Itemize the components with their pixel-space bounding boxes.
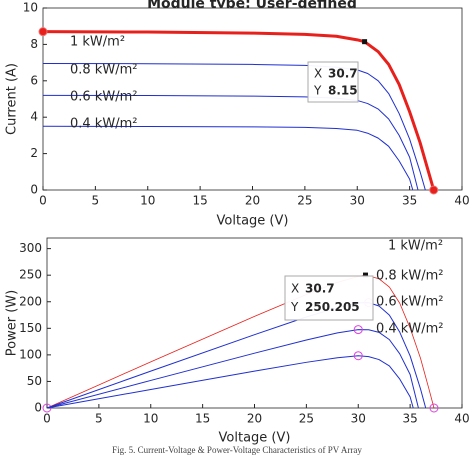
y-tick-label: 10 [23, 1, 38, 15]
x-tick-label: 25 [299, 412, 314, 426]
y-tick-label: 8 [30, 37, 38, 51]
datatip-point [363, 272, 369, 278]
series-label: 0.4 kW/m² [70, 117, 137, 132]
datatip-y-label: Y [313, 83, 322, 97]
series-line [46, 355, 414, 409]
series-line [42, 125, 414, 191]
datatip-x-value: 30.7 [328, 67, 358, 81]
series-line [42, 30, 436, 191]
datatip-box [307, 61, 359, 103]
series-line [42, 94, 419, 191]
point-marker [42, 403, 52, 413]
x-tick-label: 5 [95, 412, 103, 426]
datatip-y-label: Y [290, 300, 299, 314]
datatip-x-label: X [314, 67, 322, 81]
x-tick-label: 15 [192, 194, 207, 208]
x-tick-label: 40 [454, 412, 469, 426]
y-axis-label: Current (A) [5, 63, 20, 135]
x-tick-label: 5 [92, 194, 100, 208]
plot-area [46, 237, 463, 409]
series-label: 0.4 kW/m² [376, 322, 443, 337]
series-label: 1 kW/m² [70, 35, 125, 50]
x-tick-label: 30 [351, 412, 366, 426]
y-tick-label: 0 [30, 183, 38, 197]
x-tick-label: 0 [43, 412, 51, 426]
y-tick-label: 0 [34, 401, 42, 415]
point-marker [353, 351, 363, 361]
datatip-y-value: 250.205 [305, 300, 360, 314]
end-marker [429, 185, 439, 195]
x-tick-label: 25 [297, 194, 312, 208]
y-tick-label: 100 [19, 347, 42, 361]
end-marker [38, 27, 48, 37]
y-tick-label: 250 [19, 268, 42, 282]
point-marker [429, 403, 439, 413]
datatip-y-value: 8.15 [328, 83, 358, 97]
caption: Fig. 5. Current-Voltage & Power-Voltage … [112, 445, 362, 455]
x-axis-label: Voltage (V) [219, 431, 291, 446]
x-tick-label: 20 [245, 194, 260, 208]
series-line [42, 63, 426, 191]
x-tick-label: 10 [140, 194, 155, 208]
y-tick-label: 200 [19, 294, 42, 308]
series-line [46, 329, 419, 409]
y-tick-label: 6 [30, 73, 38, 87]
x-tick-label: 0 [39, 194, 47, 208]
y-tick-label: 150 [19, 321, 42, 335]
x-tick-label: 35 [402, 412, 417, 426]
datatip-point [362, 39, 368, 45]
datatip-x-value: 30.7 [305, 282, 335, 296]
y-tick-label: 2 [30, 146, 38, 160]
x-tick-label: 10 [143, 412, 158, 426]
series-label: 0.6 kW/m² [376, 295, 443, 310]
x-tick-label: 40 [454, 194, 469, 208]
x-axis-label: Voltage (V) [217, 214, 289, 229]
series-label: 0.6 kW/m² [70, 90, 137, 105]
point-marker [353, 325, 363, 335]
y-tick-label: 300 [19, 241, 42, 255]
x-tick-label: 20 [247, 412, 262, 426]
series-label: 0.8 kW/m² [376, 269, 443, 284]
y-tick-label: 4 [30, 110, 38, 124]
x-tick-label: 15 [195, 412, 210, 426]
y-tick-label: 50 [27, 374, 42, 388]
y-axis-label: Power (W) [5, 290, 20, 356]
x-tick-label: 30 [350, 194, 365, 208]
plot-area [42, 7, 463, 191]
datatip-x-label: X [291, 282, 299, 296]
datatip-box [284, 275, 374, 321]
x-tick-label: 35 [402, 194, 417, 208]
series-label: 0.8 kW/m² [70, 63, 137, 78]
series-label: 1 kW/m² [388, 239, 443, 254]
